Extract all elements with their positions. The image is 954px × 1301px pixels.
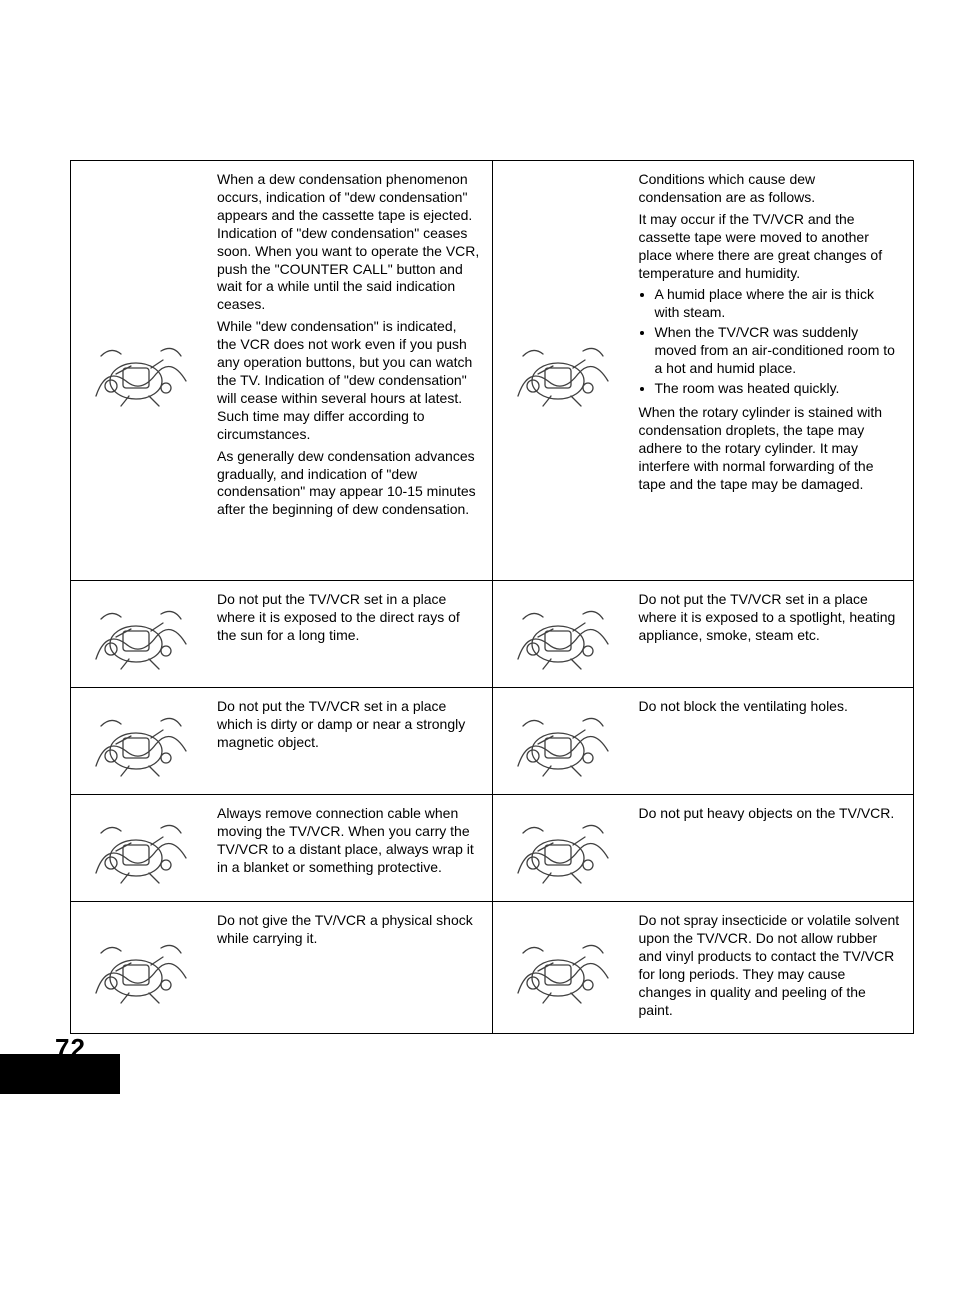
- table-row: When a dew condensation phenomenon occur…: [71, 161, 913, 581]
- paragraph: As generally dew condensation advances g…: [217, 448, 480, 520]
- right-text-cell: Do not put the TV/VCR set in a place whe…: [633, 581, 914, 687]
- sun-icon: [71, 581, 211, 687]
- bullet-list: A humid place where the air is thick wit…: [639, 286, 902, 397]
- bullet-item: The room was heated quickly.: [655, 380, 902, 398]
- heavy-object-icon: [493, 795, 633, 901]
- paragraph: Do not put the TV/VCR set in a place whe…: [639, 591, 902, 645]
- left-text-cell: Do not give the TV/VCR a physical shock …: [211, 902, 493, 1033]
- paragraph: Always remove connection cable when movi…: [217, 805, 480, 877]
- table-row: Always remove connection cable when movi…: [71, 795, 913, 902]
- table-row: Do not put the TV/VCR set in a place whi…: [71, 688, 913, 795]
- right-text-cell: Do not block the ventilating holes.: [633, 688, 914, 794]
- left-text-cell: Always remove connection cable when movi…: [211, 795, 493, 901]
- dew-stop-icon: [71, 161, 211, 580]
- right-text-cell: Conditions which cause dew condensation …: [633, 161, 914, 580]
- shock-icon: [71, 902, 211, 1033]
- paragraph: Do not put heavy objects on the TV/VCR.: [639, 805, 902, 823]
- paragraph: Do not put the TV/VCR set in a place whe…: [217, 591, 480, 645]
- spray-icon: [493, 902, 633, 1033]
- paragraph: While "dew condensation" is indicated, t…: [217, 318, 480, 443]
- bullet-item: When the TV/VCR was suddenly moved from …: [655, 324, 902, 378]
- left-text-cell: When a dew condensation phenomenon occur…: [211, 161, 493, 580]
- right-text-cell: Do not spray insecticide or volatile sol…: [633, 902, 914, 1033]
- manual-page: When a dew condensation phenomenon occur…: [0, 0, 954, 1054]
- precautions-table: When a dew condensation phenomenon occur…: [70, 160, 914, 1034]
- paragraph: Do not put the TV/VCR set in a place whi…: [217, 698, 480, 752]
- bullet-item: A humid place where the air is thick wit…: [655, 286, 902, 322]
- right-text-cell: Do not put heavy objects on the TV/VCR.: [633, 795, 914, 901]
- left-text-cell: Do not put the TV/VCR set in a place whe…: [211, 581, 493, 687]
- left-text-cell: Do not put the TV/VCR set in a place whi…: [211, 688, 493, 794]
- ventilation-icon: [493, 688, 633, 794]
- table-row: Do not put the TV/VCR set in a place whe…: [71, 581, 913, 688]
- table-row: Do not give the TV/VCR a physical shock …: [71, 902, 913, 1033]
- carry-cable-icon: [71, 795, 211, 901]
- paragraph: Do not spray insecticide or volatile sol…: [639, 912, 902, 1019]
- paragraph: Do not give the TV/VCR a physical shock …: [217, 912, 480, 948]
- paragraph: Do not block the ventilating holes.: [639, 698, 902, 716]
- paragraph: Conditions which cause dew condensation …: [639, 171, 902, 207]
- corner-blob: [0, 1054, 120, 1094]
- magnet-dirt-icon: [71, 688, 211, 794]
- paragraph: When a dew condensation phenomenon occur…: [217, 171, 480, 314]
- paragraph: When the rotary cylinder is stained with…: [639, 404, 902, 494]
- heater-smoke-icon: [493, 581, 633, 687]
- condensation-icon: [493, 161, 633, 580]
- paragraph: It may occur if the TV/VCR and the casse…: [639, 211, 902, 283]
